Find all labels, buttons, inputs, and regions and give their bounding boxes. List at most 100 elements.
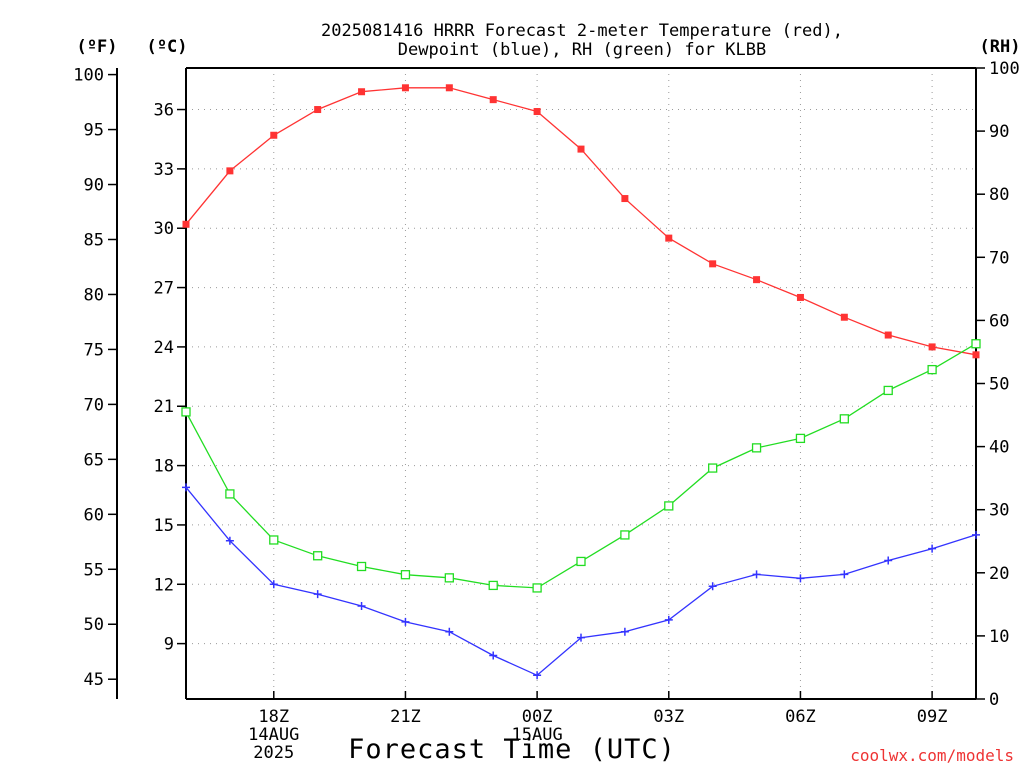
fahrenheit-tick-label: 90 bbox=[84, 176, 104, 196]
chart-title-line2: Dewpoint (blue), RH (green) for KLBB bbox=[398, 40, 766, 60]
temperature-point bbox=[621, 195, 629, 203]
temperature-point bbox=[840, 313, 848, 321]
time-tick-label: 21Z bbox=[390, 707, 421, 727]
temperature-point bbox=[884, 331, 892, 339]
temperature-point bbox=[533, 108, 541, 116]
temperature-point bbox=[401, 84, 409, 92]
rh-tick-label: 70 bbox=[989, 248, 1009, 268]
fahrenheit-tick-label: 75 bbox=[84, 340, 104, 360]
fahrenheit-tick-label: 60 bbox=[84, 505, 104, 525]
rh-point bbox=[532, 583, 542, 593]
temperature-point bbox=[182, 220, 190, 228]
celsius-tick-label: 12 bbox=[154, 575, 174, 595]
time-tick-label: 09Z bbox=[917, 707, 948, 727]
temperature-point bbox=[226, 167, 234, 175]
x-axis-title: Forecast Time (UTC) bbox=[348, 734, 676, 765]
rh-point bbox=[795, 433, 806, 444]
celsius-tick-label: 15 bbox=[154, 516, 174, 536]
temperature-point bbox=[796, 293, 804, 301]
temperature-point bbox=[709, 260, 717, 268]
fahrenheit-tick-label: 45 bbox=[84, 670, 104, 690]
celsius-tick-label: 30 bbox=[154, 219, 174, 239]
fahrenheit-axis: 45 50 55 60 65 70 75 80 85 90 95 100 bbox=[73, 66, 118, 699]
dewpoint-line bbox=[185, 486, 977, 677]
rh-point bbox=[313, 551, 323, 561]
time-tick-label: 06Z bbox=[785, 707, 816, 727]
fahrenheit-tick-label: 55 bbox=[84, 560, 104, 580]
temperature-point bbox=[489, 96, 497, 104]
rh-point bbox=[444, 573, 454, 583]
rh-point bbox=[400, 570, 411, 580]
fahrenheit-tick-label: 65 bbox=[84, 450, 104, 470]
temperature-point bbox=[928, 343, 936, 351]
rh-tick-label: 60 bbox=[989, 311, 1009, 331]
temperature-point bbox=[445, 84, 453, 92]
dewpoint-point bbox=[664, 615, 673, 624]
temperature-point bbox=[577, 145, 585, 153]
fahrenheit-tick-label: 100 bbox=[73, 66, 104, 86]
rh-point bbox=[576, 556, 586, 567]
dewpoint-point bbox=[357, 602, 366, 611]
celsius-tick-label: 9 bbox=[164, 635, 174, 655]
rh-point bbox=[927, 364, 937, 375]
temperature-point bbox=[358, 88, 366, 96]
dewpoint-point bbox=[796, 574, 805, 583]
dewpoint-point bbox=[313, 590, 322, 599]
rh-point bbox=[620, 530, 630, 540]
time-tick-label: 00Z bbox=[522, 707, 553, 727]
dewpoint-point bbox=[708, 582, 717, 591]
celsius-axis-label: (ºC) bbox=[147, 37, 188, 57]
dewpoint-point bbox=[884, 556, 893, 565]
dewpoint-point bbox=[225, 536, 234, 545]
chart-title-line1: 2025081416 HRRR Forecast 2-meter Tempera… bbox=[321, 21, 843, 41]
dewpoint-point bbox=[620, 627, 629, 636]
temperature-line bbox=[185, 87, 977, 356]
rh-tick-label: 20 bbox=[989, 564, 1009, 584]
fahrenheit-axis-label: (ºF) bbox=[77, 37, 118, 57]
dewpoint-point bbox=[182, 483, 190, 492]
celsius-tick-label: 21 bbox=[154, 397, 174, 417]
rh-point bbox=[751, 443, 762, 453]
time-tick-label: 15AUG bbox=[512, 725, 563, 745]
rh-point bbox=[181, 407, 191, 417]
temperature-series bbox=[182, 84, 980, 359]
temperature-point bbox=[270, 131, 278, 139]
dewpoint-point bbox=[752, 570, 761, 579]
rh-point bbox=[488, 580, 498, 591]
rh-tick-label: 30 bbox=[989, 501, 1009, 521]
credit-text: coolwx.com/models bbox=[850, 746, 1014, 765]
rh-tick-label: 90 bbox=[989, 122, 1009, 142]
dewpoint-point bbox=[401, 617, 410, 626]
temperature-point bbox=[972, 351, 980, 359]
temperature-point bbox=[314, 106, 322, 114]
fahrenheit-tick-label: 80 bbox=[84, 285, 104, 305]
rh-point bbox=[883, 385, 893, 396]
rh-point bbox=[356, 561, 367, 572]
rh-point bbox=[708, 463, 718, 473]
dewpoint-point bbox=[489, 651, 498, 660]
fahrenheit-tick-label: 70 bbox=[84, 395, 104, 415]
rh-point bbox=[971, 339, 981, 349]
rh-axis: 0 10 20 30 40 50 60 70 80 90 100 bbox=[976, 59, 1020, 710]
rh-point bbox=[269, 535, 279, 545]
temperature-point bbox=[665, 234, 673, 242]
rh-point bbox=[839, 414, 849, 424]
fahrenheit-tick-label: 85 bbox=[84, 230, 104, 250]
data-series bbox=[181, 84, 981, 680]
rh-tick-label: 40 bbox=[989, 438, 1009, 458]
time-tick-label: 2025 bbox=[253, 743, 294, 763]
celsius-tick-label: 18 bbox=[154, 457, 174, 477]
fahrenheit-tick-label: 95 bbox=[84, 121, 104, 141]
dewpoint-point bbox=[928, 544, 937, 553]
grid-lines bbox=[186, 68, 976, 699]
dewpoint-point bbox=[269, 580, 278, 589]
time-tick-label: 03Z bbox=[653, 707, 684, 727]
dewpoint-point bbox=[840, 570, 849, 579]
dewpoint-point bbox=[445, 627, 454, 636]
rh-point bbox=[664, 501, 674, 511]
rh-tick-label: 0 bbox=[989, 690, 999, 710]
rh-tick-label: 10 bbox=[989, 627, 1009, 647]
time-tick-label: 18Z bbox=[258, 707, 289, 727]
